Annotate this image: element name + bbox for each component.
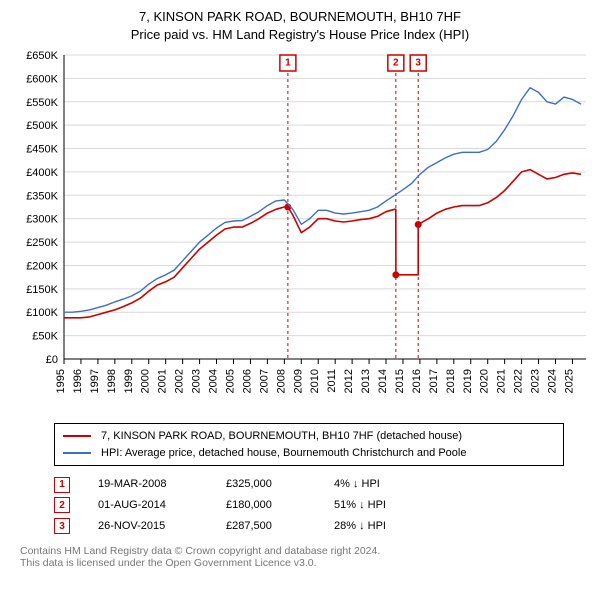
svg-text:£250K: £250K	[26, 237, 58, 249]
svg-text:2016: 2016	[411, 369, 423, 393]
svg-text:£200K: £200K	[26, 261, 58, 273]
svg-text:£650K: £650K	[26, 50, 58, 62]
svg-text:2008: 2008	[275, 369, 287, 393]
svg-text:2022: 2022	[513, 369, 525, 393]
chart-area: £0 £50K £100K £150K £200K £250K £300K £350K £400…	[10, 49, 590, 409]
svg-text:1996: 1996	[72, 369, 84, 393]
svg-text:£100K: £100K	[26, 307, 58, 319]
legend-swatch-hpi	[63, 452, 91, 454]
legend-swatch-property	[63, 435, 91, 437]
marker-row-3: 3 26-NOV-2015 £287,500 28% ↓ HPI	[54, 516, 580, 537]
footer-line1: Contains HM Land Registry data © Crown c…	[20, 545, 580, 557]
svg-text:3: 3	[415, 58, 421, 69]
marker-row-2: 2 01-AUG-2014 £180,000 51% ↓ HPI	[54, 495, 580, 516]
svg-text:1997: 1997	[89, 369, 101, 393]
svg-text:£600K: £600K	[26, 73, 58, 85]
footer-line2: This data is licensed under the Open Gov…	[20, 557, 580, 569]
marker-price-2: £180,000	[226, 495, 306, 516]
svg-text:2006: 2006	[241, 369, 253, 393]
marker-date-3: 26-NOV-2015	[98, 516, 198, 537]
attribution-footer: Contains HM Land Registry data © Crown c…	[20, 545, 580, 569]
svg-text:2000: 2000	[140, 369, 152, 393]
marker-table: 1 19-MAR-2008 £325,000 4% ↓ HPI 2 01-AUG…	[54, 474, 580, 537]
svg-text:2020: 2020	[479, 369, 491, 393]
svg-text:1998: 1998	[106, 369, 118, 393]
marker-badge-2: 2	[54, 497, 70, 513]
svg-text:2009: 2009	[292, 369, 304, 393]
svg-text:2015: 2015	[394, 369, 406, 393]
legend-label-property: 7, KINSON PARK ROAD, BOURNEMOUTH, BH10 7…	[101, 428, 462, 445]
svg-text:£50K: £50K	[32, 331, 58, 343]
marker-date-2: 01-AUG-2014	[98, 495, 198, 516]
svg-text:2013: 2013	[360, 369, 372, 393]
svg-text:£150K: £150K	[26, 284, 58, 296]
marker-badge-1: 1	[54, 477, 70, 493]
svg-text:2002: 2002	[174, 369, 186, 393]
svg-text:2024: 2024	[546, 369, 558, 393]
marker-price-1: £325,000	[226, 474, 306, 495]
marker-date-1: 19-MAR-2008	[98, 474, 198, 495]
svg-text:2023: 2023	[530, 369, 542, 393]
marker-delta-3: 28% ↓ HPI	[334, 516, 386, 537]
svg-text:2014: 2014	[377, 369, 389, 393]
svg-text:2007: 2007	[258, 369, 270, 393]
legend-row-property: 7, KINSON PARK ROAD, BOURNEMOUTH, BH10 7…	[63, 428, 555, 445]
svg-text:2004: 2004	[208, 369, 220, 393]
chart-title-block: 7, KINSON PARK ROAD, BOURNEMOUTH, BH10 7…	[10, 8, 590, 43]
marker-row-1: 1 19-MAR-2008 £325,000 4% ↓ HPI	[54, 474, 580, 495]
svg-text:£400K: £400K	[26, 167, 58, 179]
legend-row-hpi: HPI: Average price, detached house, Bour…	[63, 445, 555, 462]
svg-text:£300K: £300K	[26, 214, 58, 226]
svg-text:£500K: £500K	[26, 120, 58, 132]
marker-price-3: £287,500	[226, 516, 306, 537]
marker-delta-2: 51% ↓ HPI	[334, 495, 386, 516]
svg-text:2025: 2025	[563, 369, 575, 393]
svg-text:2001: 2001	[157, 369, 169, 393]
svg-text:2003: 2003	[191, 369, 203, 393]
chart-svg: £0 £50K £100K £150K £200K £250K £300K £350K £400…	[10, 49, 590, 409]
svg-text:2012: 2012	[343, 369, 355, 393]
svg-text:2017: 2017	[428, 369, 440, 393]
svg-text:2010: 2010	[309, 369, 321, 393]
svg-text:1995: 1995	[55, 369, 67, 393]
svg-text:1: 1	[285, 58, 291, 69]
svg-text:£450K: £450K	[26, 144, 58, 156]
svg-text:2019: 2019	[462, 369, 474, 393]
legend: 7, KINSON PARK ROAD, BOURNEMOUTH, BH10 7…	[54, 423, 564, 466]
svg-text:£350K: £350K	[26, 190, 58, 202]
svg-text:2: 2	[393, 58, 399, 69]
svg-text:£550K: £550K	[26, 97, 58, 109]
svg-text:2018: 2018	[445, 369, 457, 393]
svg-text:2005: 2005	[224, 369, 236, 393]
svg-text:2021: 2021	[496, 369, 508, 393]
legend-label-hpi: HPI: Average price, detached house, Bour…	[101, 445, 466, 462]
svg-text:1999: 1999	[123, 369, 135, 393]
svg-text:2011: 2011	[326, 369, 338, 393]
marker-badge-3: 3	[54, 518, 70, 534]
svg-text:£0: £0	[46, 354, 58, 366]
chart-title-line1: 7, KINSON PARK ROAD, BOURNEMOUTH, BH10 7…	[10, 8, 590, 26]
chart-title-line2: Price paid vs. HM Land Registry's House …	[10, 26, 590, 44]
marker-delta-1: 4% ↓ HPI	[334, 474, 380, 495]
